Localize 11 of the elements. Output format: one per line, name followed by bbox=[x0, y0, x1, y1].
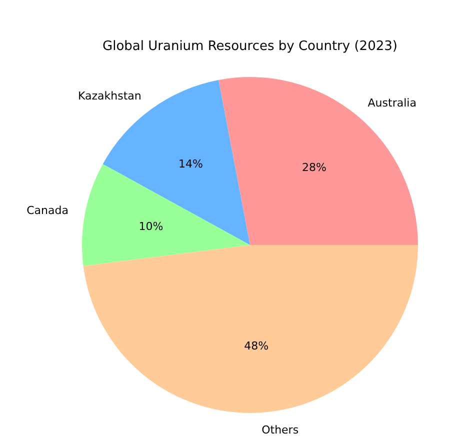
data-label: 14% bbox=[178, 157, 203, 170]
slice-label: Others bbox=[262, 423, 299, 436]
pie-slice bbox=[218, 77, 418, 245]
chart-title: Global Uranium Resources by Country (2023) bbox=[102, 39, 398, 54]
data-label: 10% bbox=[138, 220, 164, 233]
data-label: 28% bbox=[302, 161, 326, 174]
pie-slice bbox=[83, 245, 418, 413]
slice-label: Canada bbox=[26, 204, 68, 218]
slice-label: Australia bbox=[368, 96, 416, 110]
slice-label: Kazakhstan bbox=[78, 89, 142, 102]
data-label: 48% bbox=[244, 339, 269, 352]
